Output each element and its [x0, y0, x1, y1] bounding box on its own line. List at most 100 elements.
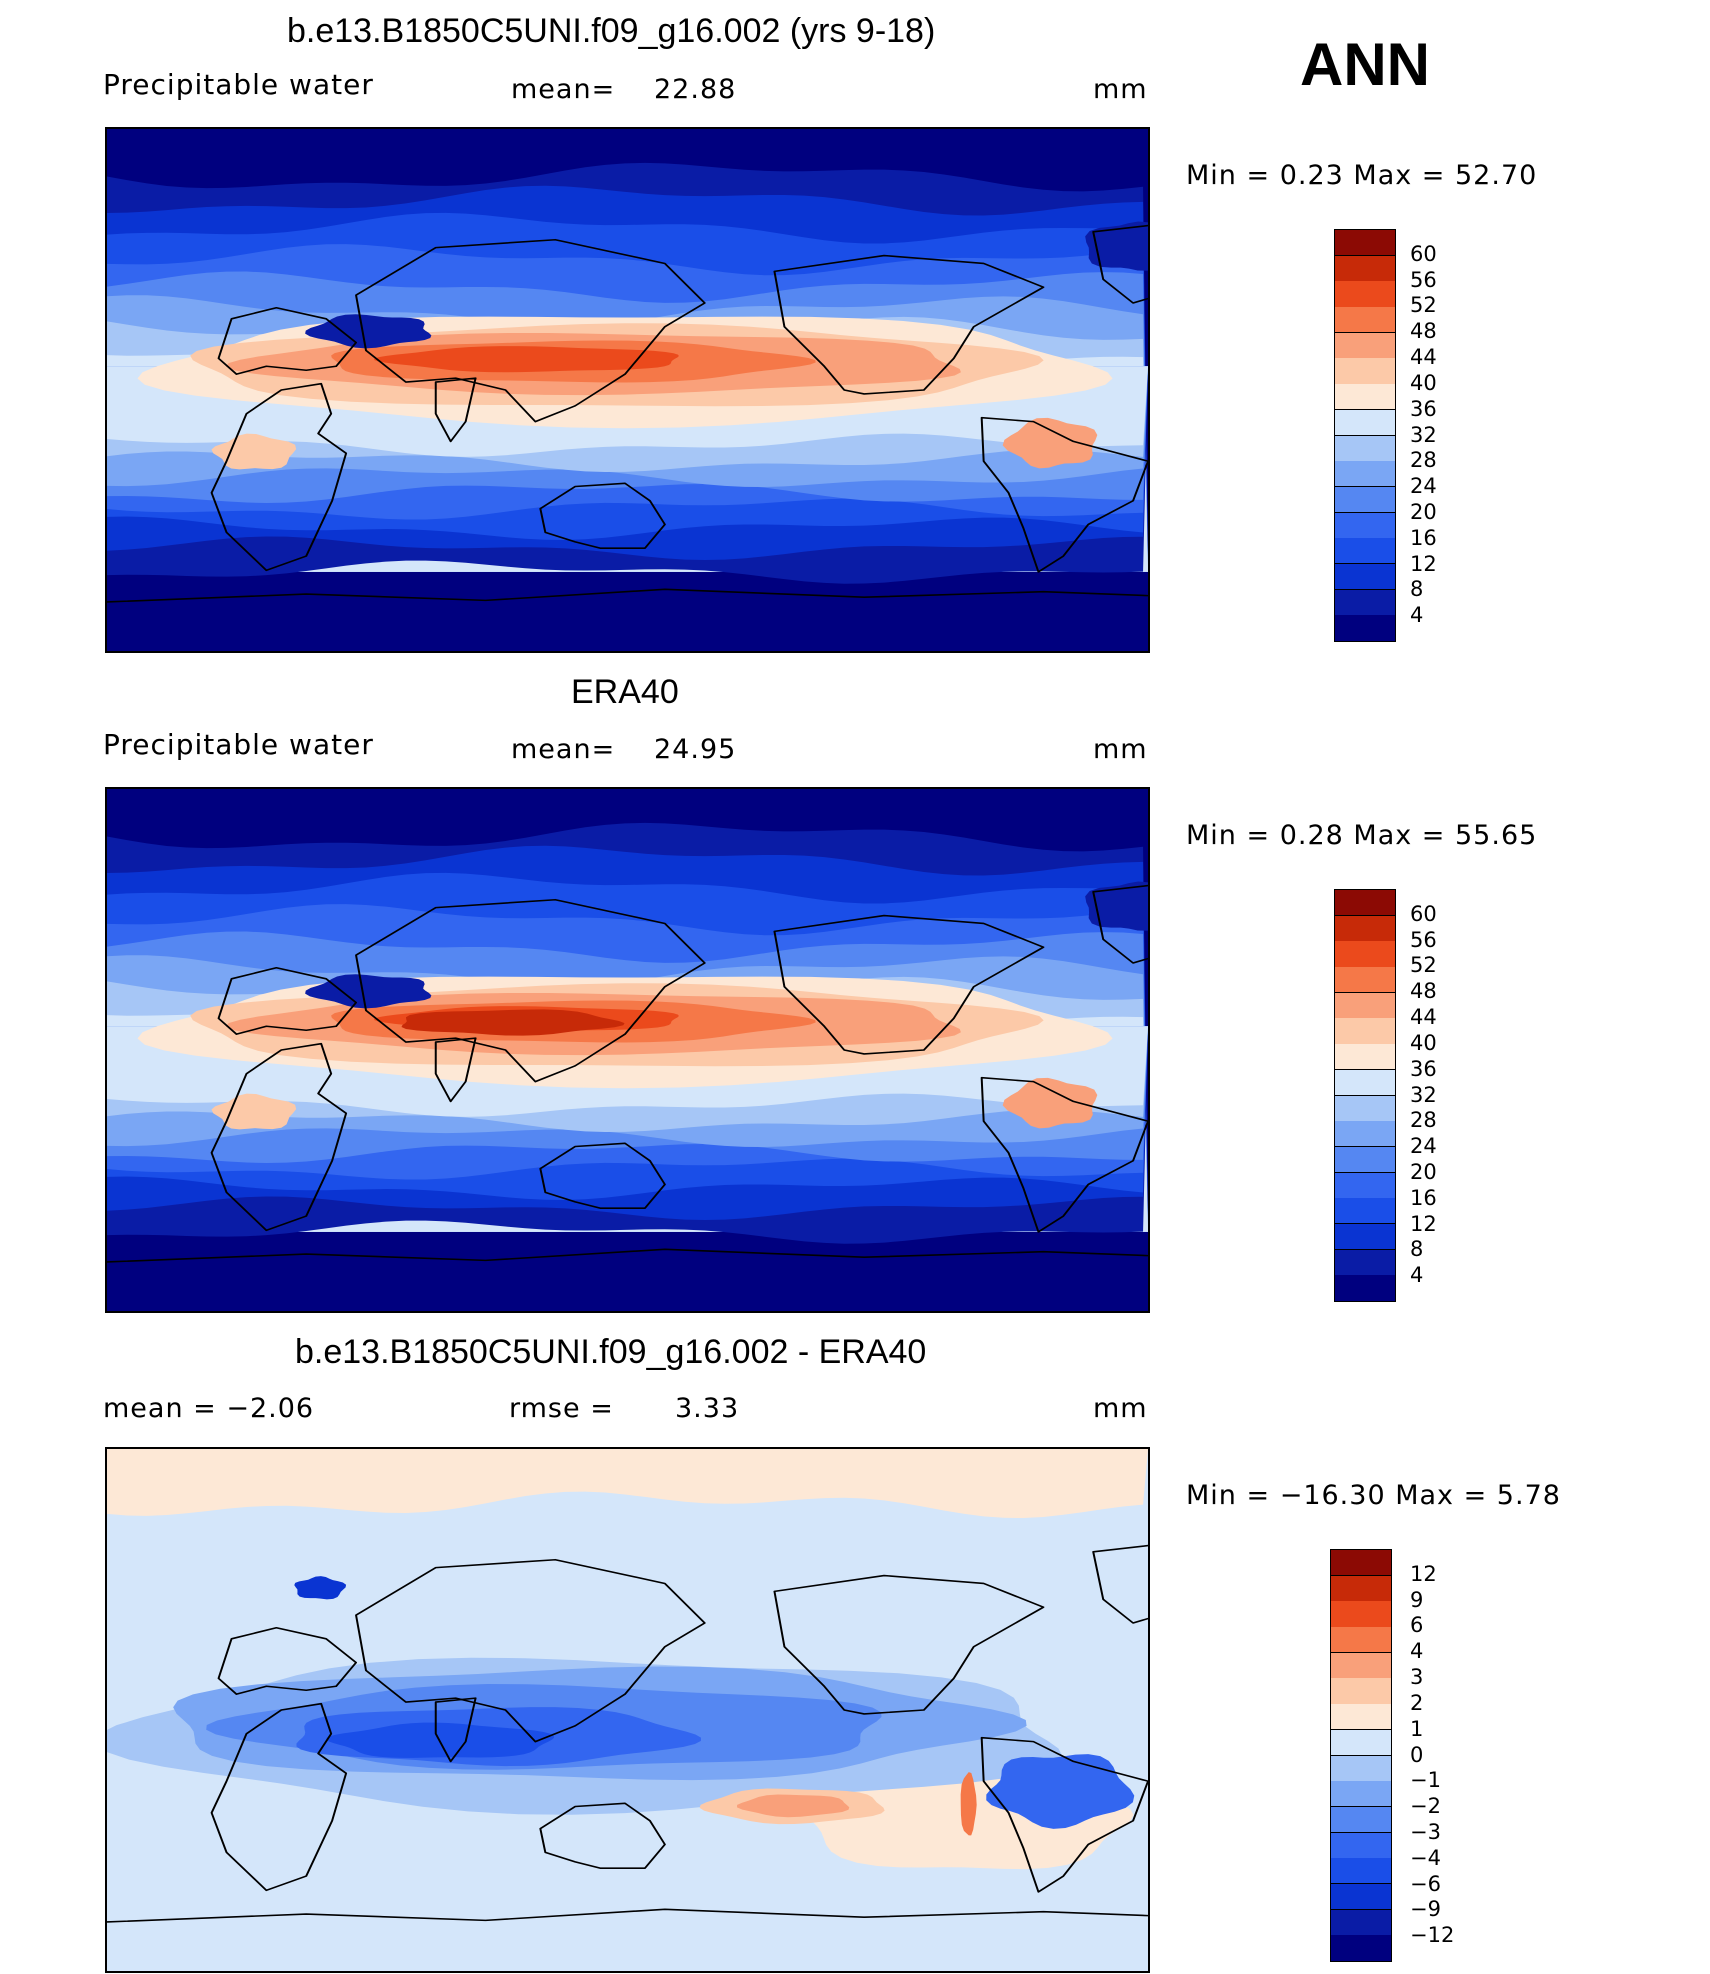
panel-2-map-svg: [107, 789, 1148, 1311]
colorbar-tick-label: 56: [1410, 927, 1437, 952]
panel-2-mean-label: mean=: [511, 734, 616, 765]
colorbar-swatch: [1335, 1172, 1395, 1199]
colorbar-tick-label: 16: [1410, 1185, 1437, 1210]
africa-wet-region: [211, 1093, 297, 1130]
panel-1-mean-label: mean=: [511, 74, 616, 105]
warm-pool-contour: [374, 346, 679, 373]
colorbar-swatch: [1335, 255, 1395, 282]
colorbar-swatch: [1335, 435, 1395, 462]
colorbar-tick-label: 20: [1410, 1159, 1437, 1184]
colorbar-swatch: [1335, 538, 1395, 565]
colorbar-tick-label: 60: [1410, 901, 1437, 926]
panel-3-mean: mean = −2.06: [103, 1393, 315, 1424]
panel-3-units: mm: [1093, 1393, 1148, 1424]
colorbar-tick-label: 36: [1410, 396, 1437, 421]
colorbar-swatch: [1335, 992, 1395, 1019]
colorbar-swatch: [1335, 615, 1395, 642]
coastline: [210, 1042, 348, 1232]
map-layers: [107, 1449, 1148, 1971]
panel-3-colorbar: [1330, 1549, 1392, 1962]
coastline: [1092, 224, 1148, 304]
coastline: [434, 1697, 477, 1763]
colorbar-tick-label: 56: [1410, 267, 1437, 292]
colorbar-tick-label: 20: [1410, 499, 1437, 524]
colorbar-tick-label: −3: [1410, 1819, 1441, 1844]
colorbar-tick-label: 4: [1410, 603, 1424, 628]
panel-2-colorbar: [1334, 889, 1396, 1302]
colorbar-swatch: [1331, 1832, 1391, 1859]
coastline: [107, 1248, 1148, 1263]
greenland-dry-region: [1085, 881, 1148, 931]
colorbar-swatch: [1335, 1121, 1395, 1148]
negative-anomaly-contour: [986, 1754, 1135, 1829]
coastline: [355, 898, 706, 1083]
colorbar-swatch: [1331, 1601, 1391, 1628]
colorbar-swatch: [1331, 1575, 1391, 1602]
colorbar-swatch: [1335, 409, 1395, 436]
coastline: [980, 1076, 1148, 1233]
panel-1-mean-value: 22.88: [654, 74, 737, 105]
coastline: [539, 1802, 666, 1869]
coastline: [217, 966, 358, 1035]
colorbar-swatch: [1335, 1249, 1395, 1276]
coastline: [217, 1626, 358, 1695]
colorbar-tick-label: 44: [1410, 345, 1437, 370]
colorbar-tick-label: 24: [1410, 1134, 1437, 1159]
colorbar-tick-label: 0: [1410, 1742, 1424, 1767]
colorbar-tick-label: 32: [1410, 422, 1437, 447]
panel-1-map: [105, 127, 1150, 653]
coastline: [107, 588, 1148, 603]
colorbar-swatch: [1331, 1652, 1391, 1679]
coastline: [1092, 884, 1148, 964]
colorbar-tick-label: 2: [1410, 1690, 1424, 1715]
warm-pool-contour: [401, 1009, 625, 1036]
colorbar-swatch: [1335, 941, 1395, 968]
panel-2-title: ERA40: [571, 673, 679, 711]
colorbar-tick-label: 44: [1410, 1005, 1437, 1030]
colorbar-tick-label: 48: [1410, 979, 1437, 1004]
colorbar-tick-label: 9: [1410, 1587, 1424, 1612]
colorbar-tick-label: −4: [1410, 1845, 1441, 1870]
greenland-dry-region: [1085, 221, 1148, 271]
panel-3-rmse-label: rmse =: [509, 1393, 614, 1424]
coastline: [980, 416, 1148, 573]
colorbar-tick-label: 12: [1410, 551, 1437, 576]
season-label: ANN: [1300, 31, 1430, 98]
colorbar-swatch: [1331, 1781, 1391, 1808]
colorbar-swatch: [1335, 1146, 1395, 1174]
colorbar-tick-label: 8: [1410, 577, 1424, 602]
colorbar-swatch: [1335, 1018, 1395, 1045]
colorbar-swatch: [1331, 1550, 1391, 1577]
panel-3-title: b.e13.B1850C5UNI.f09_g16.002 - ERA40: [295, 1333, 927, 1371]
colorbar-swatch: [1331, 1755, 1391, 1782]
colorbar-swatch: [1331, 1883, 1391, 1911]
colorbar-swatch: [1331, 1909, 1391, 1936]
colorbar-swatch: [1335, 890, 1395, 917]
positive-anomaly-contour: [736, 1794, 850, 1818]
tibet-dry-region: [305, 974, 432, 1009]
colorbar-tick-label: −12: [1410, 1923, 1455, 1948]
colorbar-swatch: [1335, 967, 1395, 994]
panel-3-minmax: Min = −16.30 Max = 5.78: [1186, 1480, 1561, 1511]
colorbar-swatch: [1335, 281, 1395, 308]
colorbar-tick-label: 36: [1410, 1056, 1437, 1081]
colorbar-swatch: [1335, 1223, 1395, 1251]
coastline: [773, 1574, 1045, 1715]
coastline: [355, 1558, 706, 1743]
colorbar-swatch: [1335, 358, 1395, 385]
colorbar-swatch: [1331, 1678, 1391, 1705]
colorbar-tick-label: 24: [1410, 474, 1437, 499]
colorbar-swatch: [1331, 1858, 1391, 1885]
colorbar-tick-label: 32: [1410, 1082, 1437, 1107]
amazon-wet-region: [1002, 1077, 1098, 1129]
colorbar-swatch: [1331, 1806, 1391, 1834]
panel-1-units: mm: [1093, 74, 1148, 105]
colorbar-tick-label: −2: [1410, 1794, 1441, 1819]
colorbar-swatch: [1335, 589, 1395, 616]
colorbar-tick-label: 8: [1410, 1237, 1424, 1262]
colorbar-tick-label: 28: [1410, 448, 1437, 473]
coastline: [107, 1908, 1148, 1923]
panel-2-variable-label: Precipitable water: [103, 728, 374, 761]
colorbar-swatch: [1331, 1627, 1391, 1654]
panel-1-variable-label: Precipitable water: [103, 68, 374, 101]
